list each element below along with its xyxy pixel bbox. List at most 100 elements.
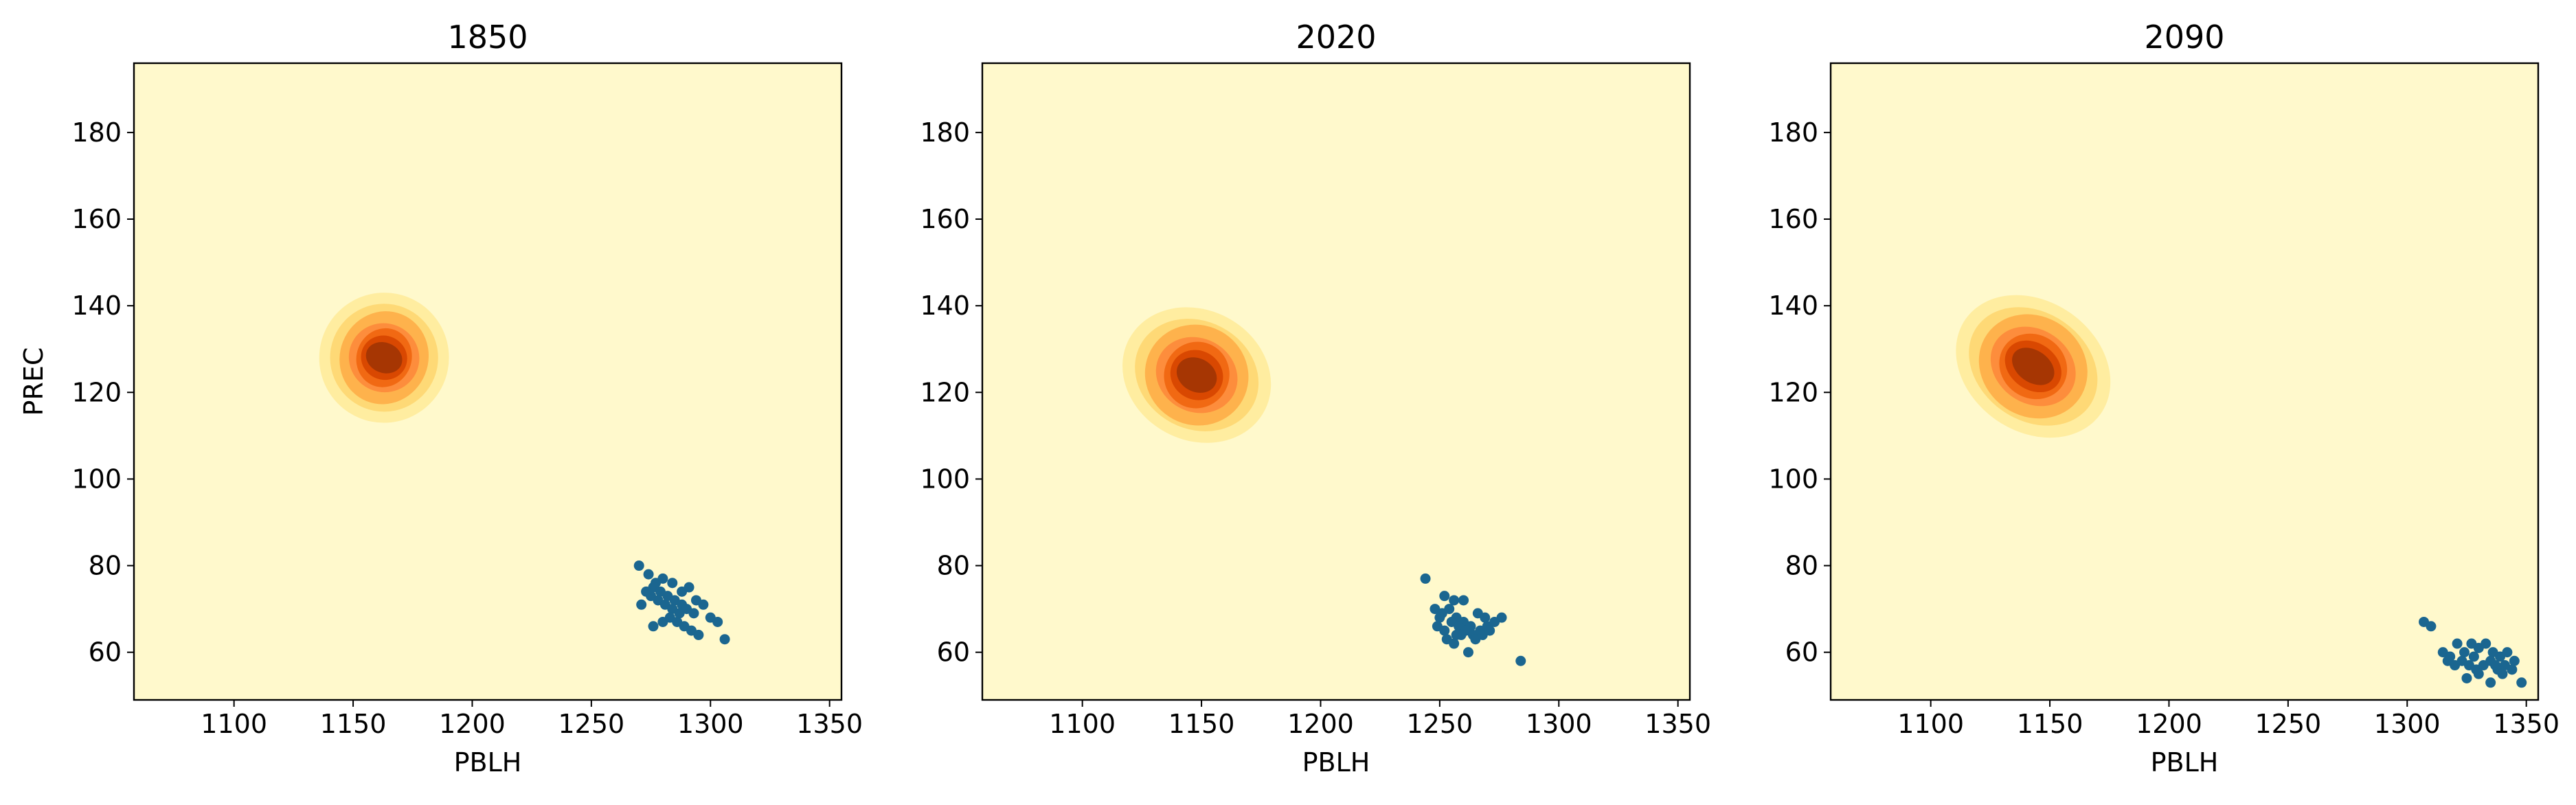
density-contours: [1122, 307, 1272, 443]
scatter-point: [1444, 604, 1455, 615]
scatter-point: [698, 599, 709, 610]
scatter-point: [2459, 647, 2470, 658]
chart-title: 1850: [447, 19, 528, 56]
scatter-point: [2507, 664, 2518, 675]
y-tick-label: 140: [1768, 291, 1818, 321]
axes-frame: [133, 62, 843, 701]
panel-1850: 1100 1150 1200 1250 1300 1350 60 80 100 120 140 160…: [19, 19, 863, 778]
scatter-point: [657, 573, 668, 584]
scatter-point: [2509, 655, 2520, 666]
x-tick-label: 1300: [677, 709, 744, 739]
y-tick-label: 160: [920, 204, 970, 234]
contour-level-7: [1176, 357, 1217, 393]
scatter-point: [1480, 612, 1491, 623]
y-tick-label: 80: [1785, 551, 1818, 581]
y-axis-label: PREC: [19, 348, 49, 416]
scatter-point: [2490, 660, 2501, 671]
scatter-points: [633, 560, 730, 645]
contour-level-7: [365, 342, 403, 374]
plot-background: [1831, 63, 2538, 700]
scatter-point: [1439, 591, 1450, 602]
x-tick-label: 1150: [320, 709, 387, 739]
scatter-point: [693, 629, 704, 640]
y-tick-label: 180: [1768, 117, 1818, 148]
scatter-point: [683, 582, 694, 593]
x-axis-label: PBLH: [2151, 747, 2219, 778]
scatter-point: [2426, 621, 2437, 632]
scatter-point: [2485, 677, 2496, 688]
y-tick-label: 120: [71, 377, 122, 407]
y-tick-label: 180: [920, 117, 970, 148]
scatter-point: [1462, 647, 1473, 658]
scatter-point: [2473, 668, 2484, 679]
plot-background: [134, 63, 841, 700]
x-tick-label: 1350: [796, 709, 863, 739]
y-tick-label: 180: [71, 117, 122, 148]
scatter-point: [712, 616, 723, 627]
chart-title: 2090: [2144, 19, 2224, 56]
scatter-point: [2497, 668, 2508, 679]
x-tick-label: 1200: [439, 709, 506, 739]
axes-frame: [981, 62, 1691, 701]
scatter-point: [688, 608, 699, 619]
scatter-point: [2461, 672, 2472, 683]
y-tick-label: 100: [920, 464, 970, 494]
scatter-point: [1449, 638, 1460, 649]
scatter-point: [2452, 638, 2463, 649]
y-tick-label: 160: [1768, 204, 1818, 234]
scatter-point: [1458, 595, 1469, 606]
x-tick-label: 1350: [2493, 709, 2560, 739]
y-tick-label: 100: [1768, 464, 1818, 494]
scatter-point: [1496, 612, 1507, 623]
y-tick-label: 140: [920, 291, 970, 321]
y-tick-label: 60: [937, 637, 970, 668]
scatter-point: [719, 634, 730, 645]
scatter-point: [641, 586, 652, 597]
x-tick-label: 1150: [1168, 709, 1235, 739]
x-axis-label: PBLH: [454, 747, 522, 778]
density-contours: [319, 293, 449, 423]
scatter-point: [1439, 625, 1450, 636]
y-tick-label: 80: [937, 551, 970, 581]
scatter-points: [2419, 616, 2527, 688]
scatter-points: [1420, 573, 1526, 666]
scatter-point: [636, 599, 647, 610]
plot-background: [982, 63, 1690, 700]
x-tick-label: 1150: [2017, 709, 2083, 739]
density-contours: [1956, 295, 2111, 438]
scatter-point: [2468, 651, 2479, 662]
x-tick-label: 1250: [2255, 709, 2321, 739]
x-tick-label: 1300: [2374, 709, 2441, 739]
panel-2020: 1100 1150 1200 1250 1300 1350 60 80 100 120 140 160…: [920, 19, 1711, 778]
contour-level-7: [2012, 348, 2055, 385]
y-tick-label: 140: [71, 291, 122, 321]
x-tick-label: 1350: [1645, 709, 1711, 739]
scatter-point: [648, 621, 659, 632]
scatter-point: [2516, 677, 2527, 688]
x-axis-label: PBLH: [1302, 747, 1370, 778]
y-tick-label: 60: [89, 637, 122, 668]
x-tick-label: 1300: [1526, 709, 1592, 739]
axes-frame: [1829, 62, 2540, 701]
y-tick-label: 120: [920, 377, 970, 407]
panel-2090: 1100 1150 1200 1250 1300 1350 60 80 100 120 140 160…: [1768, 19, 2560, 778]
scatter-point: [667, 578, 678, 589]
x-tick-label: 1250: [1406, 709, 1473, 739]
y-tick-label: 120: [1768, 377, 1818, 407]
scatter-point: [633, 560, 644, 571]
x-tick-label: 1200: [2136, 709, 2202, 739]
scatter-point: [2442, 655, 2453, 666]
scatter-point: [1515, 655, 1526, 666]
y-tick-label: 60: [1785, 637, 1818, 668]
y-tick-label: 80: [89, 551, 122, 581]
y-tick-label: 100: [71, 464, 122, 494]
scatter-point: [1451, 629, 1462, 640]
scatter-point: [2481, 638, 2492, 649]
x-tick-label: 1100: [1049, 709, 1116, 739]
scatter-point: [2502, 647, 2513, 658]
scatter-point: [1434, 612, 1445, 623]
scatter-point: [643, 569, 654, 580]
scatter-point: [1484, 625, 1495, 636]
chart-title: 2020: [1296, 19, 1376, 56]
